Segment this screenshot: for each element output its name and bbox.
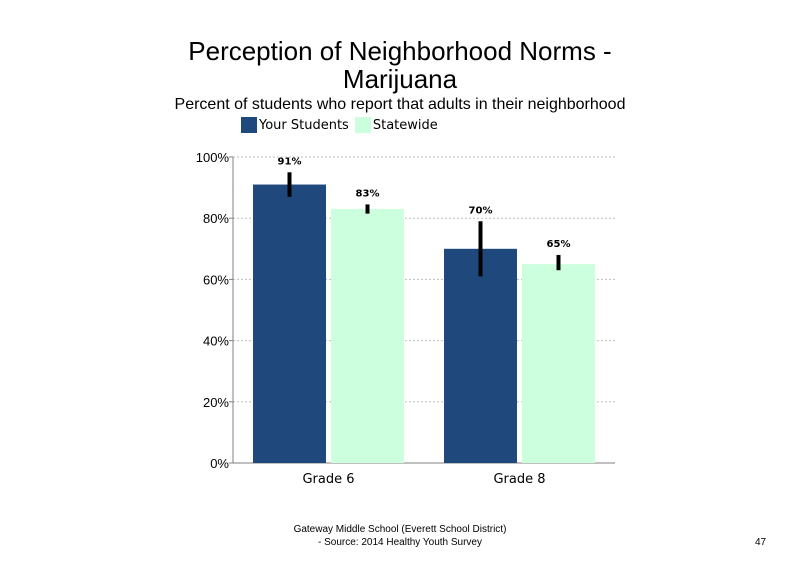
- y-tick-label: 60%: [203, 272, 229, 287]
- legend-label-statewide: Statewide: [372, 117, 438, 133]
- x-tick-label: Grade 8: [493, 472, 545, 487]
- legend-swatch-statewide: [354, 117, 371, 133]
- chart-title-line-2: Marijuana: [342, 64, 458, 94]
- y-tick-label: 0%: [210, 456, 229, 471]
- data-label: 65%: [547, 239, 571, 250]
- footer-line-1: Gateway Middle School (Everett School Di…: [293, 524, 507, 535]
- y-tick-label: 40%: [203, 334, 229, 349]
- data-label: 83%: [356, 188, 380, 199]
- legend-swatch-your-students: [241, 117, 257, 133]
- legend-label-your-students: Your Students: [259, 117, 349, 133]
- legend-item-your-students: Your Students: [241, 117, 349, 133]
- chart-subtitle: Percent of students who report that adul…: [174, 96, 626, 113]
- bar-statewide: [522, 264, 595, 463]
- y-tick-label: 100%: [196, 150, 230, 165]
- bar-your-students: [253, 184, 326, 464]
- legend-item-statewide: Statewide: [354, 117, 438, 133]
- bar-statewide: [331, 209, 404, 463]
- legend: Your Students Statewide: [241, 117, 444, 133]
- bar-your-students: [444, 248, 517, 463]
- x-tick-label: Grade 6: [302, 472, 354, 487]
- y-tick-label: 80%: [203, 211, 229, 226]
- y-tick-label: 20%: [203, 395, 229, 410]
- footer-line-2: - Source: 2014 Healthy Youth Survey: [318, 537, 482, 548]
- chart-title-line-1: Perception of Neighborhood Norms -: [188, 36, 612, 66]
- data-label: 70%: [469, 205, 493, 216]
- page-number: 47: [755, 537, 767, 548]
- footer-source: Gateway Middle School (Everett School Di…: [200, 523, 600, 549]
- data-label: 91%: [278, 156, 302, 167]
